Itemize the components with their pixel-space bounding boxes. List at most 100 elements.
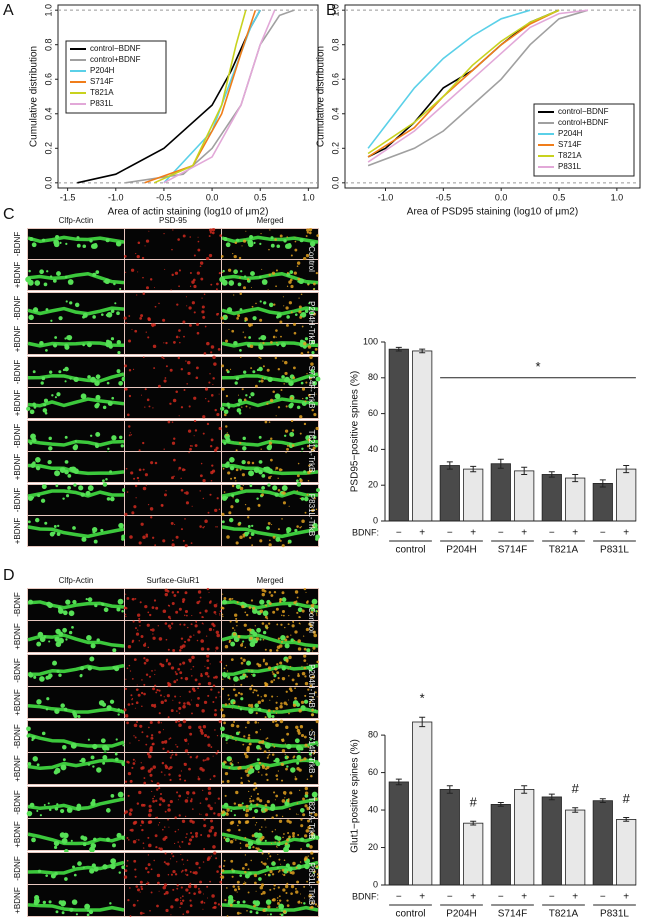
puncta: [202, 497, 205, 500]
puncta: [296, 261, 301, 265]
spine: [105, 478, 108, 481]
puncta: [267, 521, 271, 525]
image-background: [125, 388, 221, 418]
puncta: [304, 681, 309, 686]
spine: [245, 394, 248, 397]
puncta: [191, 445, 193, 447]
row-label: -BDNF: [13, 360, 22, 385]
puncta: [171, 750, 173, 752]
spine: [116, 311, 120, 316]
puncta: [209, 444, 213, 448]
spine: [312, 380, 317, 386]
spine: [280, 342, 286, 348]
puncta: [276, 341, 278, 344]
puncta: [279, 600, 282, 603]
puncta: [296, 802, 299, 804]
spine: [118, 522, 124, 529]
puncta: [189, 323, 192, 327]
puncta: [244, 854, 247, 856]
puncta: [286, 447, 289, 451]
spine: [28, 314, 34, 321]
puncta: [150, 736, 154, 740]
puncta: [245, 843, 249, 848]
puncta: [177, 667, 181, 671]
puncta: [259, 828, 261, 831]
micrograph: [123, 786, 221, 819]
puncta: [242, 658, 246, 662]
puncta: [231, 329, 235, 333]
puncta: [225, 887, 228, 889]
puncta: [218, 272, 222, 275]
puncta: [295, 866, 298, 869]
spine: [29, 671, 32, 675]
puncta: [130, 268, 135, 272]
spine: [95, 394, 101, 401]
puncta: [162, 609, 167, 613]
puncta: [210, 351, 213, 354]
spine: [54, 470, 61, 477]
spine: [31, 735, 36, 740]
spine: [303, 699, 309, 704]
puncta: [291, 444, 295, 447]
cdf-line: [367, 9, 560, 158]
spine: [268, 302, 274, 308]
puncta: [180, 902, 183, 905]
puncta: [286, 870, 289, 873]
puncta: [304, 786, 309, 791]
puncta: [145, 673, 149, 676]
puncta: [278, 840, 281, 843]
puncta: [152, 800, 155, 803]
spine: [95, 431, 101, 437]
puncta: [124, 869, 128, 873]
puncta: [145, 239, 150, 243]
micrograph: [125, 719, 222, 754]
puncta: [307, 688, 310, 691]
spine: [27, 762, 32, 766]
spine: [82, 842, 87, 847]
puncta: [176, 884, 179, 887]
puncta: [234, 271, 236, 273]
puncta: [201, 305, 205, 309]
puncta: [171, 766, 173, 768]
puncta: [240, 657, 243, 660]
puncta: [164, 588, 168, 592]
puncta: [152, 687, 156, 691]
spine: [221, 495, 228, 501]
puncta: [303, 885, 306, 888]
puncta: [255, 712, 258, 715]
row-label: +BDNF: [13, 262, 22, 289]
puncta: [190, 798, 193, 801]
puncta: [138, 449, 141, 452]
spine: [86, 342, 92, 348]
puncta: [237, 522, 241, 526]
puncta: [203, 352, 207, 355]
puncta: [316, 876, 319, 879]
error-bar: [572, 473, 579, 483]
puncta: [168, 826, 170, 828]
puncta: [187, 794, 189, 796]
puncta: [242, 239, 247, 243]
puncta: [124, 593, 127, 595]
puncta: [188, 690, 191, 693]
puncta: [190, 831, 193, 834]
spine: [301, 447, 304, 451]
puncta: [178, 649, 182, 652]
puncta: [300, 824, 304, 828]
micrograph: [221, 818, 320, 854]
puncta: [213, 603, 218, 608]
micrograph: [26, 388, 125, 418]
legend-label: S714F: [90, 77, 114, 86]
puncta: [219, 660, 222, 664]
puncta: [214, 408, 217, 412]
spine: [281, 665, 287, 671]
puncta: [229, 758, 232, 761]
puncta: [306, 228, 310, 232]
puncta: [180, 677, 183, 680]
cdf-line: [367, 9, 560, 155]
puncta: [126, 413, 130, 417]
puncta: [313, 413, 317, 417]
puncta: [224, 771, 229, 776]
puncta: [281, 799, 286, 803]
puncta: [291, 624, 295, 628]
puncta: [204, 325, 207, 328]
